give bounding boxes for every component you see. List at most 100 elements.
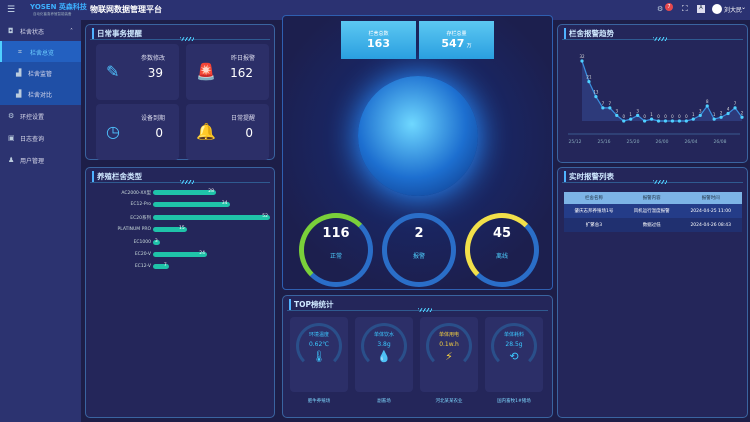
trend-point[interactable] (663, 119, 668, 123)
top-farm-name: 国内畜牧1#猪场 (497, 399, 531, 404)
cell-content: 风机运行温度报警 (633, 209, 670, 214)
sidebar-item-env[interactable]: ⚙ 环控设置 (0, 105, 81, 127)
trend-data-label: 13 (593, 90, 599, 95)
trend-point[interactable] (629, 117, 633, 121)
sidebar-item-overview[interactable]: ⌗ 栏舍总览 (0, 41, 81, 63)
status-gauge[interactable]: 2 报警 (382, 213, 456, 287)
top-card[interactable]: 单体饮水 3.8g 💧 (355, 317, 413, 392)
trend-point[interactable] (719, 115, 723, 119)
bar: 24 (153, 251, 207, 257)
avatar[interactable] (712, 4, 722, 14)
bar-row: EC20系列 52 (88, 214, 273, 222)
cell-time: 2024-04-25 11:00 (690, 208, 731, 214)
trend-point[interactable] (684, 119, 688, 123)
card-label: 参数修改 (140, 55, 165, 62)
top-card[interactable]: 单体用电 0.1w.h ⚡ (420, 317, 478, 392)
bar-value: 24 (199, 251, 205, 256)
card-daily-reminder[interactable]: 🔔 日常提醒 0 (186, 104, 269, 160)
trend-data-label: 0 (678, 114, 681, 119)
language-icon[interactable]: A (697, 5, 705, 13)
trend-point[interactable] (594, 95, 598, 99)
trend-point[interactable] (670, 119, 675, 123)
card-param-change[interactable]: ✎ 参数修改 39 (96, 44, 179, 100)
water-drop-icon: 💧 (377, 350, 391, 363)
gauge-label: 报警 (412, 253, 425, 260)
x-tick-label: 25/20 (627, 139, 640, 145)
trend-point[interactable] (636, 113, 640, 117)
trend-point[interactable] (726, 111, 730, 116)
status-gauge[interactable]: 45 离线 (465, 213, 539, 287)
bar-value: 15 (179, 226, 185, 232)
sidebar-item-logs[interactable]: ▣ 日志查询 (0, 127, 81, 149)
sidebar-label: 日志查询 (20, 135, 45, 143)
card-device-expiry[interactable]: ◷ 设备到期 0 (96, 104, 179, 160)
sidebar-item-users[interactable]: ♟ 用户管理 (0, 149, 81, 171)
chevron-down-icon[interactable]: ⌄ (741, 4, 747, 11)
trend-point[interactable] (691, 117, 695, 121)
sidebar-label: 用户管理 (20, 157, 45, 165)
top-label: 环境温度 (308, 332, 329, 338)
trend-point[interactable] (608, 106, 612, 110)
trend-point[interactable] (698, 113, 702, 117)
card-yesterday-alarm[interactable]: 🚨 昨日报警 162 (186, 44, 269, 100)
bar-label: EC12-Pro (130, 202, 151, 208)
status-gauge[interactable]: 116 正常 (299, 213, 373, 287)
top-value: 0.62℃ (308, 341, 330, 348)
chart-icon: ▟ (16, 69, 22, 77)
fullscreen-icon[interactable]: ⛶ (682, 4, 688, 13)
trend-point[interactable] (733, 106, 737, 110)
card-label: 日常提醒 (230, 115, 255, 122)
settings-icon[interactable]: ⚙ (657, 5, 664, 13)
top-card[interactable]: 单体耗料 28.5g ⟲ (485, 317, 543, 392)
trend-point[interactable] (615, 113, 619, 117)
trend-data-label: 3 (636, 108, 639, 113)
brand-logo: YOSEN 英森科技 (30, 3, 87, 11)
gauge-label: 离线 (495, 253, 508, 260)
card-value: 39 (147, 66, 163, 80)
bar-row: EC20-V 24 (88, 251, 273, 259)
trend-point[interactable] (643, 119, 647, 123)
daily-reminder-panel: 日常事务提醒 ✎ 参数修改 39 🚨 昨日报警 162 ◷ 设备到期 0 🔔 日常提醒 0 (85, 24, 275, 160)
top-label: 单体耗料 (503, 332, 524, 338)
divider (562, 37, 743, 41)
bar-row: PLATINUM PRO 15 (88, 226, 273, 234)
menu-toggle-icon[interactable]: ☰ (7, 5, 16, 15)
trend-point[interactable] (622, 119, 626, 123)
app-title: 物联网数据管理平台 (90, 5, 162, 14)
trend-point[interactable] (649, 117, 654, 121)
panel-title: 日常事务提醒 (92, 28, 142, 39)
trend-point[interactable] (740, 115, 744, 119)
pen-types-panel: 养殖栏舍类型 (85, 167, 275, 418)
bar: 52 (153, 214, 270, 220)
trend-point[interactable] (601, 106, 605, 110)
divider (90, 180, 270, 184)
pencil-icon: ✎ (106, 62, 120, 81)
sidebar-item-pen-status[interactable]: ◘ 栏舍状态 ˄ (0, 20, 81, 42)
table-row[interactable]: 肇庆志邦养殖场1号 风机运行温度报警 2024-04-25 11:00 (564, 204, 742, 218)
clock-icon: ◷ (106, 122, 120, 141)
gauge-value: 116 (322, 226, 350, 241)
trend-point[interactable] (656, 119, 661, 123)
sidebar-item-monitor[interactable]: ▟ 栏舍监管 (0, 62, 81, 84)
bar: 28 (153, 189, 216, 195)
notification-badge[interactable]: 7 (665, 3, 673, 11)
trend-point[interactable] (712, 117, 716, 121)
stock-unit: 万 (466, 43, 472, 49)
bar-value: 7 (163, 263, 167, 269)
bar-label: EC12-V (134, 264, 151, 270)
table-row[interactable]: 扩繁舍3 数据过低 2024-04-26 08:43 (564, 218, 742, 232)
cell-content: 数据过低 (642, 223, 661, 228)
chart-icon: ▟ (16, 90, 22, 98)
trend-point[interactable] (587, 80, 591, 84)
bar-value: 28 (208, 189, 214, 194)
card-label: 设备到期 (140, 115, 165, 122)
trend-data-label: 0 (664, 114, 667, 119)
trend-point[interactable] (677, 119, 681, 123)
trend-point[interactable] (580, 59, 584, 63)
shield-icon: ◘ (8, 27, 14, 35)
user-name[interactable]: 刘大民 (724, 7, 743, 14)
sidebar-item-compare[interactable]: ▟ 栏舍对比 (0, 83, 81, 105)
top-card[interactable]: 环境温度 0.62℃ 🌡 (290, 317, 348, 392)
trend-point[interactable] (705, 104, 709, 108)
